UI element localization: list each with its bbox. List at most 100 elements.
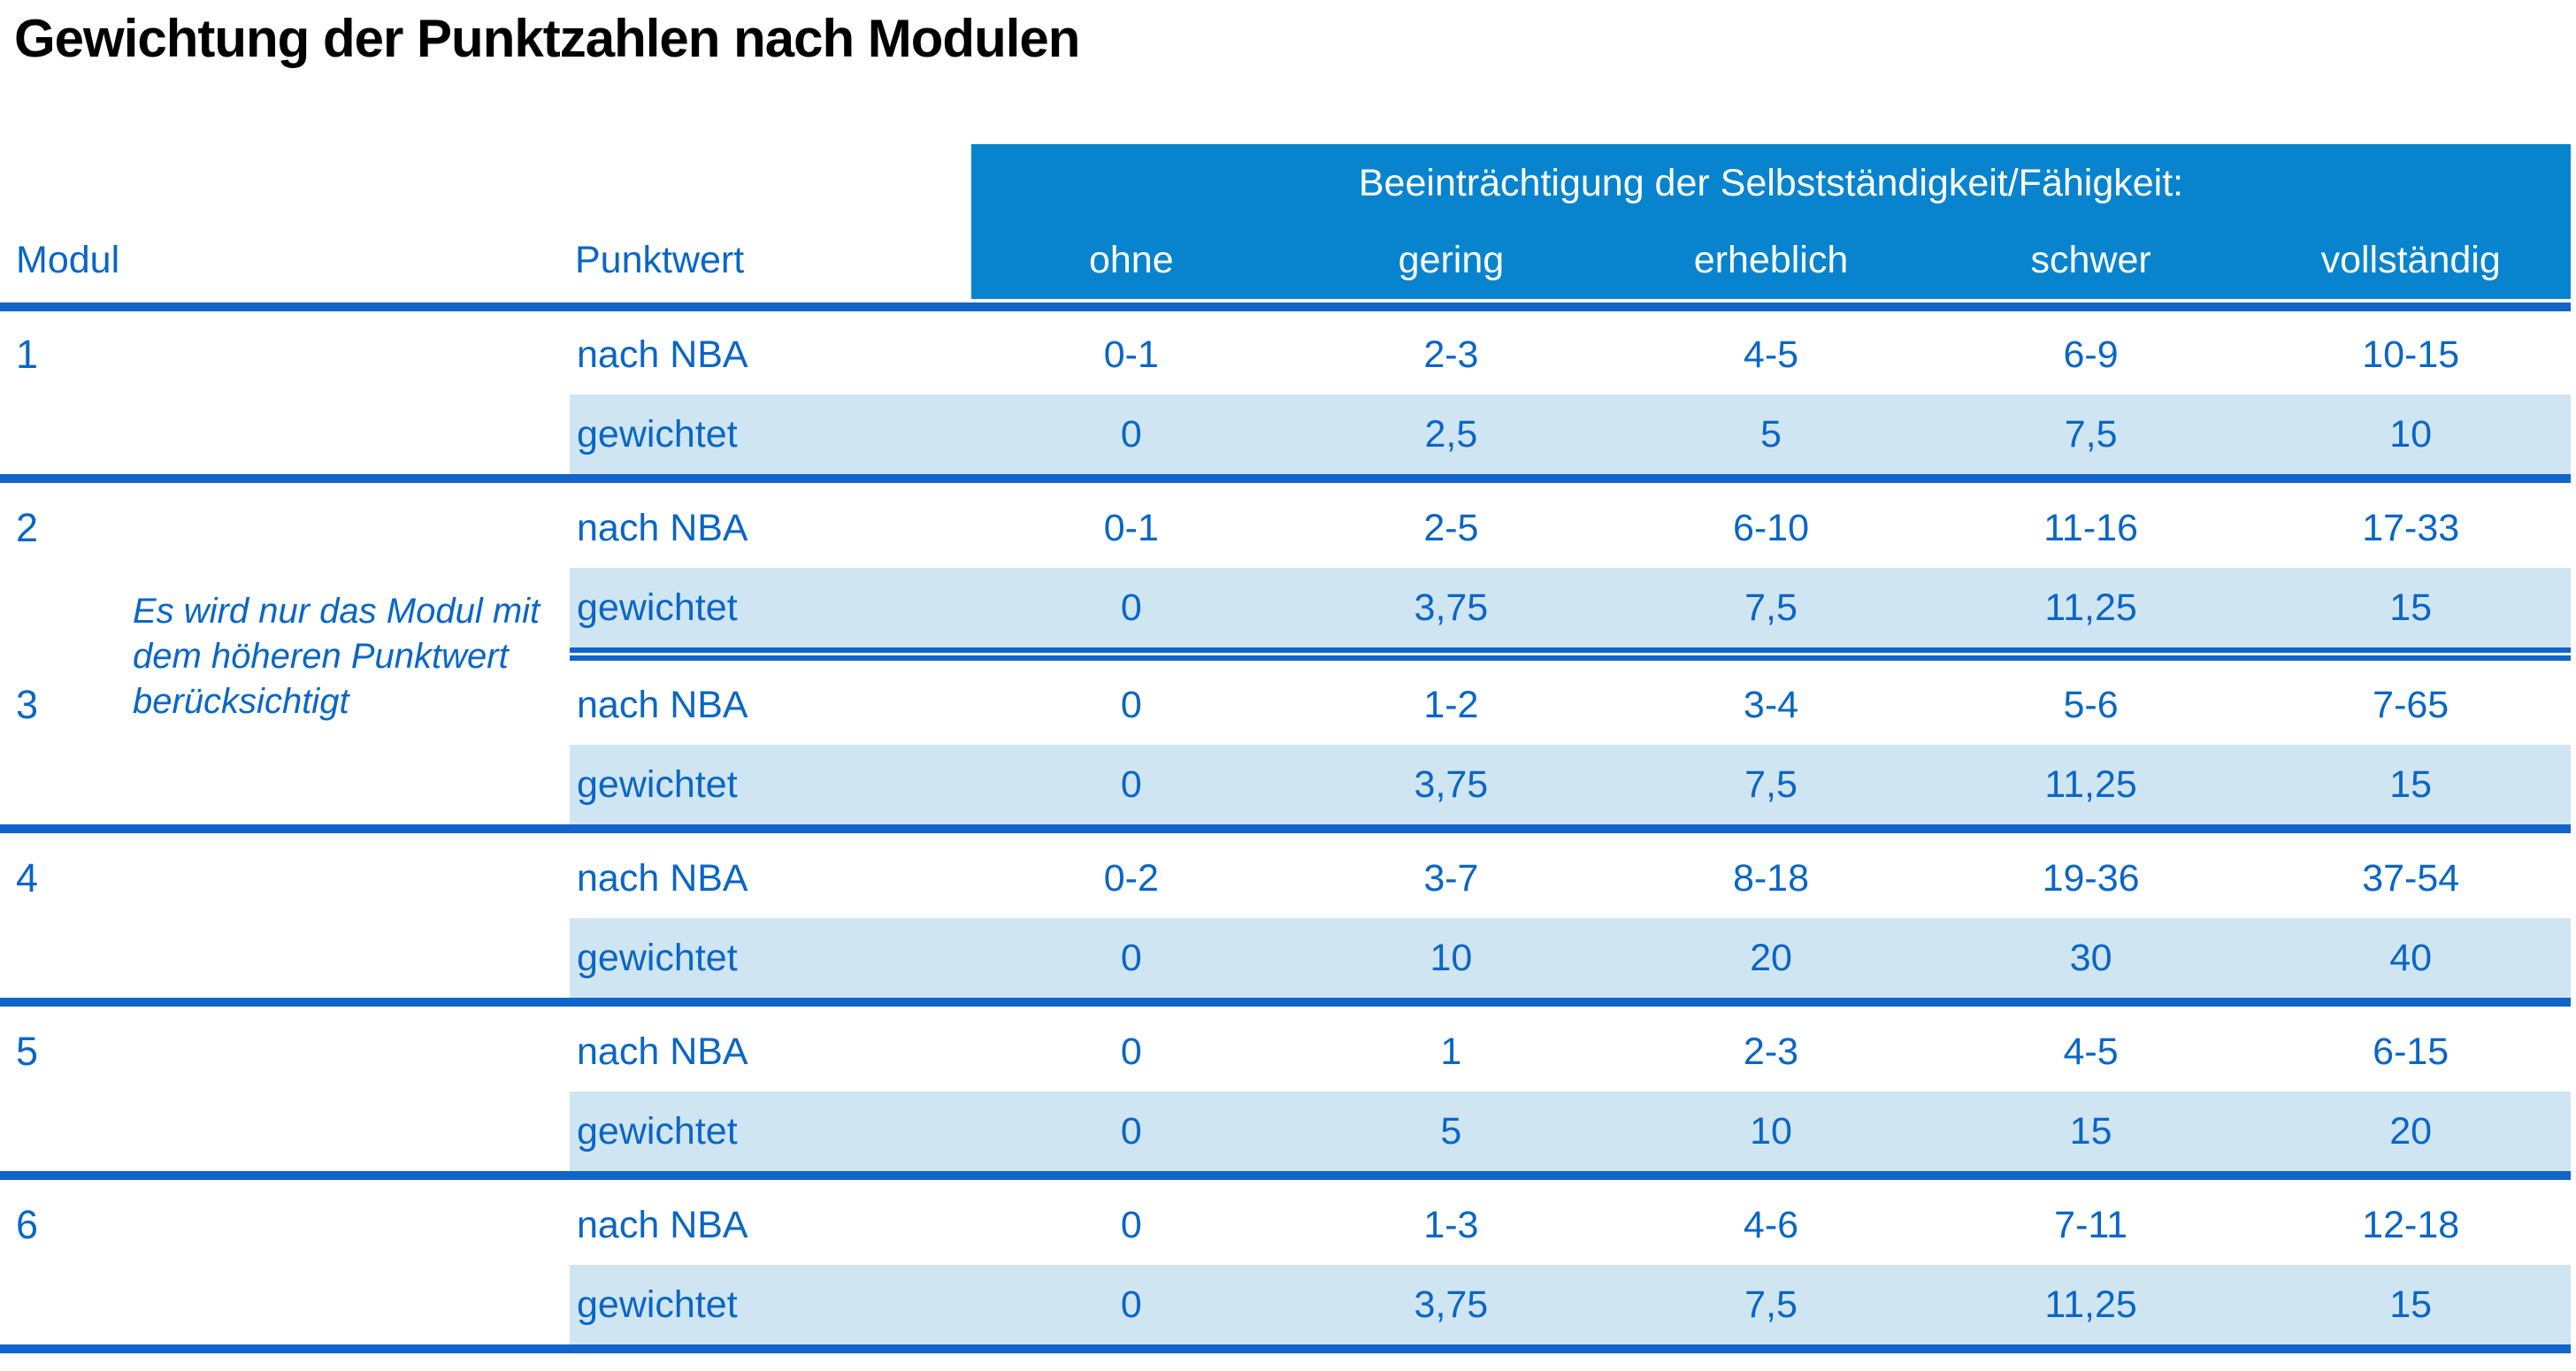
header-underline [0, 303, 2571, 311]
row-label: nach NBA [577, 1203, 748, 1246]
page-title: Gewichtung der Punktzahlen nach Modulen [14, 9, 1080, 68]
cell-value: 7,5 [1930, 394, 2251, 474]
cell-value: 12-18 [2362, 1203, 2460, 1246]
severity-label-schwer: schwer [2030, 239, 2151, 281]
cell-value: 4-5 [2063, 1030, 2119, 1073]
row-label: nach NBA [577, 683, 748, 726]
cell-value: 1-2 [1423, 683, 1479, 726]
cell-value: 0 [1120, 683, 1142, 726]
cell-value: 7-65 [2373, 683, 2450, 726]
table-row-m2-nba: 2 nach NBA 0-1 2-5 6-10 11-16 17-33 [0, 488, 2571, 568]
cell-value: 5 [1291, 1091, 1612, 1171]
module-number: 4 [16, 855, 39, 900]
severity-label-vollstaendig: vollständig [2320, 239, 2501, 281]
table-row-m2-gewichtet: gewichtet 0 3,75 7,5 11,25 15 [0, 568, 2571, 647]
module-number: 1 [16, 332, 39, 377]
table-row-m5-nba: 5 nach NBA 0 1 2-3 4-5 6-15 [0, 1012, 2571, 1091]
cell-value: 2-5 [1423, 506, 1479, 549]
table-row-m5-gewichtet: gewichtet 0 5 10 15 20 [0, 1091, 2571, 1171]
cell-value: 7,5 [1611, 745, 1931, 824]
weighting-table: Beeinträchtigung der Selbstständigkeit/F… [0, 144, 2571, 1357]
table-bottom-line [0, 1344, 2571, 1357]
row-label: gewichtet [570, 394, 971, 474]
cell-value: 11,25 [1930, 745, 2251, 824]
module-number-empty [0, 918, 570, 998]
table-row-m6-nba: 6 nach NBA 0 1-3 4-6 7-11 12-18 [0, 1185, 2571, 1265]
cell-value: 10 [1291, 918, 1612, 998]
cell-value: 0 [971, 918, 1292, 998]
module-number: 3 [16, 682, 39, 727]
module-separator-partial [0, 647, 2571, 665]
cell-value: 2,5 [1291, 394, 1612, 474]
row-label: gewichtet [570, 918, 971, 998]
module-number-empty [0, 394, 570, 474]
cell-value: 5 [1611, 394, 1931, 474]
row-label: nach NBA [577, 333, 748, 376]
cell-value: 2-3 [1743, 1030, 1799, 1073]
cell-value: 0 [1120, 1203, 1142, 1246]
cell-value: 8-18 [1732, 856, 1810, 900]
cell-value: 6-15 [2373, 1030, 2450, 1073]
table-row-m1-nba: 1 nach NBA 0-1 2-3 4-5 6-9 10-15 [0, 315, 2571, 394]
table-row-m6-gewichtet: gewichtet 0 3,75 7,5 11,25 15 [0, 1265, 2571, 1344]
cell-value: 0 [971, 745, 1292, 824]
cell-value: 20 [1611, 918, 1931, 998]
cell-value: 0 [971, 394, 1292, 474]
row-label: gewichtet [570, 745, 971, 824]
table-row-m4-gewichtet: gewichtet 0 10 20 30 40 [0, 918, 2571, 998]
cell-value: 0 [1120, 1030, 1142, 1073]
cell-value: 3,75 [1291, 745, 1612, 824]
module-number: 6 [16, 1202, 39, 1247]
cell-value: 7-11 [2054, 1203, 2128, 1246]
module-number-empty [0, 745, 570, 824]
table-row-m3-gewichtet: gewichtet 0 3,75 7,5 11,25 15 [0, 745, 2571, 824]
severity-label-gering: gering [1398, 239, 1505, 281]
cell-value: 37-54 [2362, 856, 2460, 900]
cell-value: 15 [2250, 745, 2571, 824]
cell-value: 11-16 [2043, 506, 2138, 549]
row-label: nach NBA [577, 1030, 748, 1073]
cell-value: 1-3 [1423, 1203, 1479, 1246]
cell-value: 3-4 [1743, 683, 1799, 726]
header-group-title: Beeinträchtigung der Selbstständigkeit/F… [1358, 161, 2184, 204]
module-separator [0, 824, 2571, 839]
cell-value: 2-3 [1423, 333, 1479, 376]
row-label: gewichtet [570, 568, 971, 647]
severity-label-erheblich: erheblich [1693, 239, 1849, 281]
cell-value: 1 [1440, 1030, 1462, 1073]
cell-value: 17-33 [2362, 506, 2460, 549]
cell-value: 3,75 [1291, 568, 1612, 647]
row-label: nach NBA [577, 506, 748, 549]
module-separator [0, 474, 2571, 488]
table-row-m4-nba: 4 nach NBA 0-2 3-7 8-18 19-36 37-54 [0, 839, 2571, 918]
cell-value: 4-6 [1743, 1203, 1799, 1246]
cell-value: 11,25 [1930, 568, 2251, 647]
module-number: 5 [16, 1029, 39, 1074]
cell-value: 6-10 [1732, 506, 1810, 549]
cell-value: 0-1 [1103, 506, 1159, 549]
cell-value: 10 [1611, 1091, 1931, 1171]
cell-value: 0 [971, 1265, 1292, 1344]
module-number-empty [0, 1265, 570, 1344]
cell-value: 30 [1930, 918, 2251, 998]
punktwert-column-header: Punktwert [575, 239, 745, 281]
cell-value: 7,5 [1611, 1265, 1931, 1344]
module-separator [0, 1171, 2571, 1185]
cell-value: 4-5 [1743, 333, 1799, 376]
module-number: 2 [16, 505, 39, 550]
table-header: Beeinträchtigung der Selbstständigkeit/F… [0, 144, 2571, 315]
module-separator [0, 998, 2571, 1012]
cell-value: 0 [971, 568, 1292, 647]
row-label: gewichtet [570, 1265, 971, 1344]
cell-value: 0-2 [1103, 856, 1159, 900]
cell-value: 15 [2250, 1265, 2571, 1344]
module-note: Es wird nur das Modul mit dem höheren Pu… [133, 592, 540, 721]
cell-value: 19-36 [2042, 856, 2140, 900]
header-blue-band [971, 144, 2571, 299]
table-row-m3-nba: 3 nach NBA 0 1-2 3-4 5-6 7-65 [0, 665, 2571, 745]
row-label: gewichtet [570, 1091, 971, 1171]
cell-value: 15 [2250, 568, 2571, 647]
cell-value: 10-15 [2362, 333, 2460, 376]
cell-value: 20 [2250, 1091, 2571, 1171]
cell-value: 15 [1930, 1091, 2251, 1171]
